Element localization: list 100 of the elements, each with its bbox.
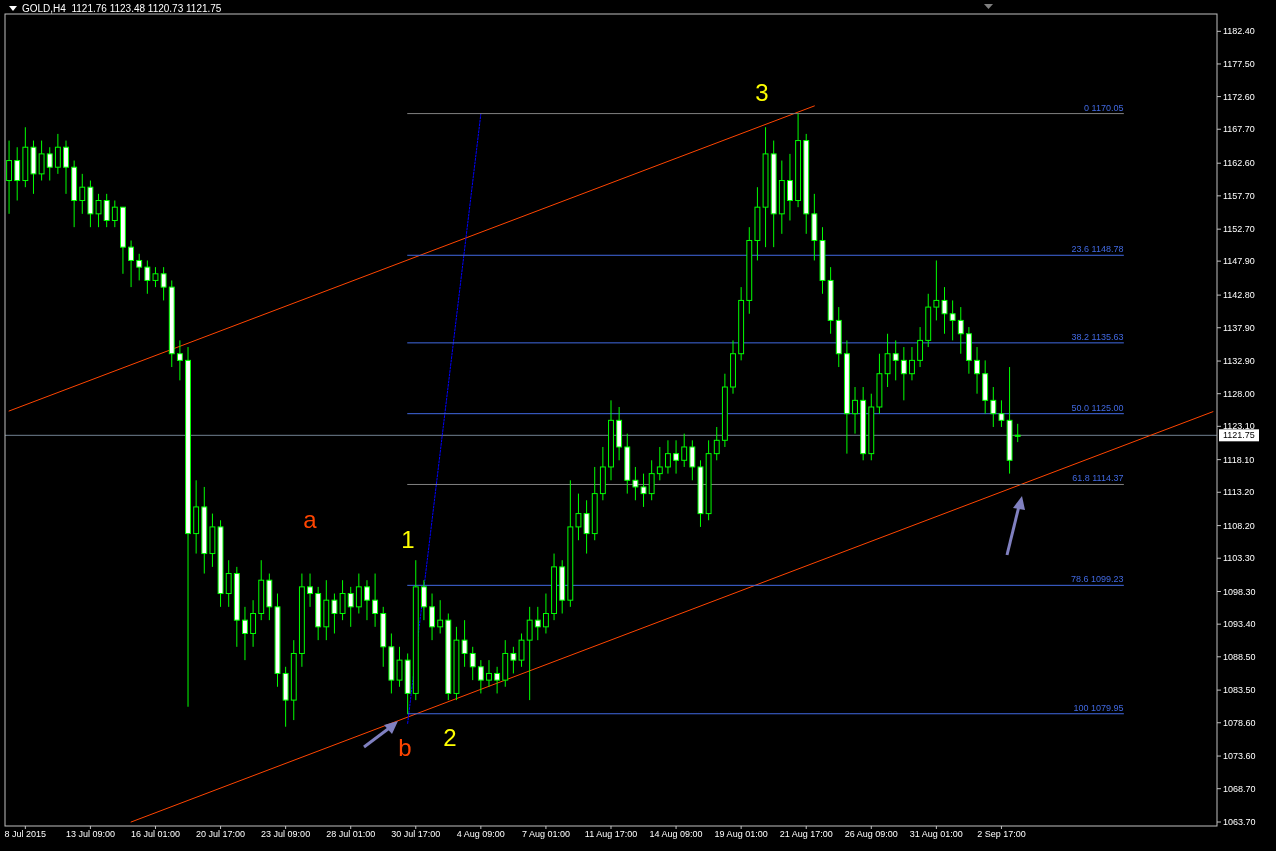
candlestick bbox=[632, 466, 639, 501]
candlestick bbox=[364, 579, 370, 621]
x-tick-label: 30 Jul 17:00 bbox=[391, 829, 441, 839]
y-tick-label: 1172.60 bbox=[1223, 91, 1255, 102]
candlestick bbox=[307, 573, 313, 608]
y-tick-label: 1177.50 bbox=[1223, 59, 1255, 70]
x-tick-label: 11 Aug 17:00 bbox=[584, 829, 638, 839]
y-tick-label: 1083.50 bbox=[1223, 685, 1256, 696]
candlestick bbox=[14, 146, 21, 202]
candlestick bbox=[63, 140, 69, 195]
candlestick bbox=[949, 299, 956, 341]
candlestick bbox=[95, 193, 102, 228]
candlestick bbox=[673, 439, 680, 475]
y-tick-label: 1093.40 bbox=[1223, 619, 1256, 630]
candlestick bbox=[420, 579, 427, 621]
candlestick bbox=[640, 473, 647, 508]
candlestick bbox=[225, 559, 232, 608]
candlestick bbox=[957, 306, 964, 355]
candlestick bbox=[665, 439, 671, 475]
series-label: 23.6 1148.78 bbox=[1071, 244, 1124, 255]
candlestick bbox=[990, 386, 997, 428]
x-tick-label: 28 Jul 01:00 bbox=[326, 829, 376, 839]
x-tick-label: 20 Jul 17:00 bbox=[196, 829, 246, 839]
candlestick bbox=[152, 266, 159, 288]
candlestick bbox=[250, 599, 257, 648]
candlestick bbox=[79, 173, 86, 215]
candlestick bbox=[917, 326, 924, 368]
annotation: 3 bbox=[755, 79, 769, 107]
candlestick bbox=[477, 659, 484, 694]
x-tick-label: 19 Aug 01:00 bbox=[714, 829, 768, 839]
y-tick-label: 1118.10 bbox=[1223, 454, 1255, 465]
x-tick-label: 13 Jul 09:00 bbox=[65, 829, 115, 839]
annotation: a bbox=[303, 506, 318, 534]
candlestick bbox=[6, 140, 13, 215]
candlestick bbox=[1014, 423, 1021, 443]
candlestick bbox=[713, 426, 720, 461]
series-label: 61.8 1114.37 bbox=[1072, 473, 1124, 484]
candlestick bbox=[396, 646, 403, 688]
candlestick bbox=[242, 606, 248, 661]
y-tick-label: 1182.40 bbox=[1223, 26, 1255, 37]
y-tick-label: 1147.90 bbox=[1223, 256, 1255, 267]
candlestick bbox=[111, 200, 118, 228]
x-tick-label: 8 Jul 2015 bbox=[4, 829, 47, 839]
y-tick-label: 1128.00 bbox=[1223, 388, 1255, 399]
candlestick bbox=[469, 646, 476, 681]
candlestick bbox=[689, 439, 696, 481]
candlestick bbox=[648, 459, 655, 501]
candlestick bbox=[494, 666, 501, 694]
x-tick-label: 16 Jul 01:00 bbox=[130, 829, 181, 839]
series-label: 38.2 1135.63 bbox=[1071, 331, 1124, 342]
x-tick-label: 23 Jul 09:00 bbox=[261, 829, 311, 839]
y-tick-label: 1132.90 bbox=[1223, 356, 1255, 367]
candlestick bbox=[103, 193, 110, 228]
x-tick-label: 14 Aug 09:00 bbox=[649, 829, 703, 839]
x-tick-label: 31 Aug 01:00 bbox=[909, 829, 963, 839]
y-tick-label: 1073.60 bbox=[1223, 751, 1256, 762]
y-tick-label: 1142.80 bbox=[1223, 290, 1255, 301]
candlestick bbox=[437, 599, 444, 634]
candlestick bbox=[526, 606, 533, 701]
y-tick-label: 1098.30 bbox=[1223, 586, 1256, 597]
candlestick bbox=[347, 586, 354, 628]
chart-title: GOLD,H4 1121.76 1123.48 1120.73 1121.75 bbox=[22, 3, 222, 14]
candlestick bbox=[681, 433, 688, 468]
series-label: 0 1170.05 bbox=[1084, 102, 1124, 113]
x-tick-label: 26 Aug 09:00 bbox=[844, 829, 898, 839]
candlestick bbox=[128, 239, 135, 288]
y-tick-label: 1088.50 bbox=[1223, 651, 1256, 662]
candlestick bbox=[54, 133, 61, 175]
series-label: 100 1079.95 bbox=[1073, 702, 1124, 713]
candlestick bbox=[372, 573, 379, 628]
series-label: 50.0 1125.00 bbox=[1071, 402, 1124, 413]
y-tick-label: 1068.70 bbox=[1223, 783, 1256, 794]
candlestick bbox=[176, 339, 183, 381]
annotation: b bbox=[398, 734, 412, 762]
y-tick-label: 1103.30 bbox=[1223, 553, 1255, 564]
candlestick bbox=[941, 286, 948, 335]
candlestick bbox=[933, 259, 940, 321]
candlestick bbox=[900, 346, 907, 401]
x-tick-label: 21 Aug 17:00 bbox=[779, 829, 833, 839]
candlestick bbox=[534, 606, 541, 641]
candlestick bbox=[136, 253, 143, 281]
candlestick bbox=[510, 646, 517, 674]
candlestick bbox=[144, 259, 151, 295]
candlestick bbox=[583, 499, 590, 555]
candlestick bbox=[575, 493, 582, 541]
series-label: 78.6 1099.23 bbox=[1070, 574, 1124, 585]
candlestick bbox=[787, 153, 793, 221]
y-tick-label: 1108.20 bbox=[1223, 520, 1255, 531]
candlestick bbox=[38, 140, 45, 182]
y-tick-label: 1162.60 bbox=[1223, 158, 1255, 169]
candlestick bbox=[429, 593, 435, 641]
y-tick-label: 1152.70 bbox=[1223, 224, 1255, 235]
annotation: 1 bbox=[401, 526, 415, 554]
y-tick-label: 1167.70 bbox=[1223, 124, 1255, 135]
candlestick bbox=[518, 632, 525, 668]
x-tick-label: 4 Aug 09:00 bbox=[456, 829, 505, 839]
candlestick bbox=[486, 659, 492, 688]
candlestick bbox=[542, 593, 549, 634]
y-tick-label: 1113.20 bbox=[1223, 487, 1255, 498]
candlestick bbox=[355, 573, 362, 615]
